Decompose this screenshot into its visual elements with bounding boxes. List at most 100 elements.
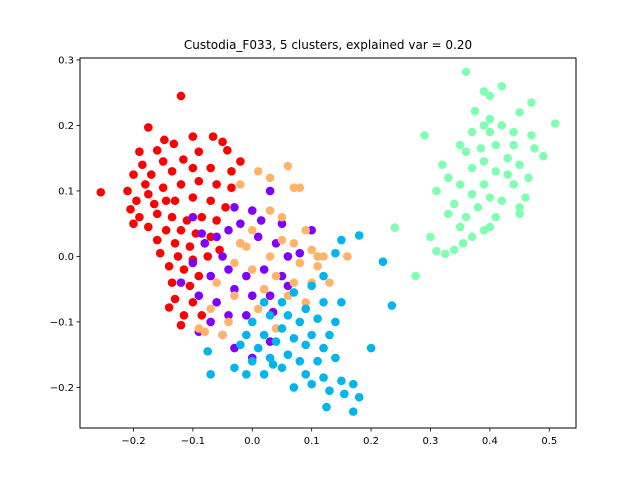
data-point-cluster-4 — [242, 370, 251, 379]
data-point-cluster-1 — [152, 235, 162, 245]
data-point-cluster-4 — [277, 363, 287, 373]
y-tick-label: −0.1 — [50, 317, 74, 328]
data-point-cluster-2 — [206, 271, 215, 281]
data-point-cluster-1 — [135, 212, 144, 222]
plot-frame — [79, 57, 577, 429]
data-point-cluster-4 — [366, 343, 376, 353]
data-point-cluster-5 — [515, 203, 524, 212]
data-point-cluster-4 — [307, 379, 316, 389]
data-point-cluster-1 — [164, 261, 174, 271]
data-point-cluster-4 — [325, 386, 334, 395]
data-point-cluster-1 — [203, 252, 213, 261]
data-point-cluster-1 — [176, 91, 186, 101]
data-point-cluster-1 — [141, 180, 150, 189]
data-point-cluster-1 — [144, 123, 153, 132]
x-tick-label: 0.0 — [244, 436, 260, 447]
data-point-cluster-4 — [337, 376, 346, 386]
chart-title: Custodia_F033, 5 clusters, explained var… — [184, 38, 472, 52]
data-point-cluster-2 — [256, 216, 266, 225]
data-point-cluster-1 — [188, 132, 198, 141]
scatter-points — [96, 67, 560, 416]
data-point-cluster-5 — [432, 186, 441, 196]
data-point-cluster-5 — [455, 180, 465, 189]
data-point-cluster-3 — [265, 252, 275, 261]
data-point-cluster-3 — [313, 261, 322, 271]
data-point-cluster-1 — [188, 193, 198, 202]
data-point-cluster-2 — [218, 252, 227, 261]
data-point-cluster-2 — [242, 311, 251, 320]
data-point-cluster-4 — [337, 297, 346, 307]
data-point-cluster-5 — [461, 67, 471, 77]
data-point-cluster-5 — [443, 173, 453, 183]
data-point-cluster-4 — [325, 330, 334, 340]
data-point-cluster-2 — [188, 212, 198, 222]
data-point-cluster-5 — [527, 130, 536, 140]
data-point-cluster-5 — [441, 249, 450, 259]
data-point-cluster-1 — [170, 294, 180, 304]
data-point-cluster-5 — [461, 147, 471, 156]
data-point-cluster-3 — [325, 278, 334, 287]
x-tick-label: −0.2 — [121, 436, 145, 447]
data-point-cluster-2 — [212, 232, 221, 242]
data-point-cluster-4 — [319, 271, 328, 281]
data-point-cluster-5 — [497, 81, 507, 91]
data-point-cluster-1 — [167, 278, 177, 287]
data-point-cluster-5 — [467, 127, 477, 137]
data-point-cluster-3 — [259, 284, 269, 294]
data-point-cluster-1 — [155, 248, 165, 258]
data-point-cluster-3 — [265, 206, 275, 215]
data-point-cluster-1 — [160, 135, 169, 145]
x-axis: −0.2 −0.1 0.0 0.1 0.2 0.3 0.4 0.5 — [121, 428, 557, 447]
data-point-cluster-1 — [212, 216, 221, 225]
data-point-cluster-1 — [129, 219, 138, 228]
data-point-cluster-3 — [301, 225, 311, 235]
data-point-cluster-4 — [277, 297, 287, 307]
data-point-cluster-4 — [289, 333, 299, 343]
data-point-cluster-1 — [194, 147, 204, 156]
data-point-cluster-1 — [176, 180, 186, 189]
data-point-cluster-1 — [206, 232, 215, 242]
data-point-cluster-4 — [265, 353, 275, 363]
data-point-cluster-1 — [185, 242, 195, 251]
data-point-cluster-5 — [467, 189, 477, 199]
data-point-cluster-5 — [467, 232, 477, 242]
data-point-cluster-2 — [224, 225, 233, 235]
data-point-cluster-2 — [265, 291, 275, 301]
data-point-cluster-5 — [491, 166, 501, 176]
data-point-cluster-3 — [289, 278, 299, 287]
data-point-cluster-2 — [247, 291, 257, 301]
data-point-cluster-1 — [123, 186, 132, 196]
data-point-cluster-1 — [169, 139, 179, 149]
data-point-cluster-5 — [485, 114, 495, 124]
data-point-cluster-5 — [467, 163, 477, 173]
data-point-cluster-4 — [295, 356, 305, 366]
data-point-cluster-2 — [212, 297, 221, 307]
data-point-cluster-1 — [188, 297, 198, 307]
data-point-cluster-5 — [503, 170, 512, 179]
data-point-cluster-1 — [161, 196, 171, 206]
data-point-cluster-5 — [509, 180, 518, 189]
data-point-cluster-1 — [223, 146, 232, 155]
data-point-cluster-1 — [129, 170, 138, 179]
data-point-cluster-5 — [503, 153, 512, 163]
data-point-cluster-1 — [173, 252, 183, 261]
data-point-cluster-5 — [390, 223, 400, 232]
data-point-cluster-3 — [253, 166, 263, 176]
data-point-cluster-3 — [295, 183, 305, 192]
data-point-cluster-1 — [197, 212, 207, 222]
data-point-cluster-1 — [96, 187, 106, 197]
data-point-cluster-1 — [144, 189, 153, 199]
data-point-cluster-3 — [295, 258, 305, 268]
data-point-cluster-2 — [283, 252, 293, 261]
data-point-cluster-3 — [301, 297, 311, 307]
data-point-cluster-5 — [491, 212, 501, 222]
data-point-cluster-4 — [313, 314, 322, 323]
data-point-cluster-5 — [509, 127, 518, 137]
data-point-cluster-4 — [265, 311, 275, 320]
data-point-cluster-4 — [203, 347, 213, 356]
data-point-cluster-4 — [319, 343, 328, 353]
data-point-cluster-3 — [283, 161, 293, 171]
data-point-cluster-1 — [152, 146, 162, 155]
data-point-cluster-1 — [221, 203, 230, 212]
